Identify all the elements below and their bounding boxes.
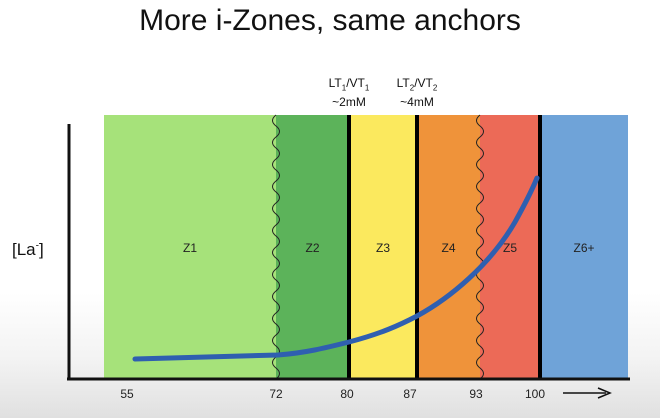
zone-label: Z4 <box>441 241 455 255</box>
lactate-curve <box>132 175 540 362</box>
zone-band-1 <box>104 115 276 378</box>
x-tick-label: 55 <box>120 387 134 401</box>
anchor-lt2-sub2: 2 <box>432 83 438 93</box>
anchor-lt2-part1: LT <box>396 76 410 90</box>
anchor-lt1-vt1: LT1/VT1 ~2mM <box>318 76 380 109</box>
x-tick-labels: 55 72 80 87 93 100 <box>120 387 545 401</box>
anchor-lt2-sub1: 2 <box>409 83 415 93</box>
anchor-lt1-sub2: 1 <box>364 83 370 93</box>
anchor-lines <box>347 115 542 378</box>
x-tick-label: 72 <box>269 387 283 401</box>
x-tick-label: 87 <box>403 387 417 401</box>
zone-label: Z1 <box>183 241 197 255</box>
anchor-lt2-value: ~4mM <box>400 95 434 110</box>
page-title: More i-Zones, same anchors <box>139 4 521 37</box>
zone-labels: Z1 Z2 Z3 Z4 Z5 Z6+ <box>183 241 595 255</box>
zone-label: Z5 <box>503 241 517 255</box>
zone-bands <box>104 115 628 378</box>
zone-band-5 <box>480 115 540 378</box>
x-tick-label: 93 <box>469 387 483 401</box>
anchor-lt1-part2: /VT <box>346 76 365 90</box>
anchor-lt1-name: LT1/VT1 <box>318 76 380 95</box>
zone-label: Z2 <box>305 241 319 255</box>
anchor-lt1-part1: LT <box>328 76 342 90</box>
y-axis-label-superscript: - <box>35 240 39 252</box>
zone-band-3 <box>349 115 417 378</box>
zone-band-6 <box>540 115 628 378</box>
y-axis-label-text: [La <box>12 240 36 259</box>
anchor-lt2-vt2: LT2/VT2 ~4mM <box>386 76 448 109</box>
x-tick-label: 80 <box>340 387 354 401</box>
fuzzy-boundaries <box>272 114 484 380</box>
x-tick-label: 100 <box>525 387 545 401</box>
anchor-lt1-sub1: 1 <box>341 83 347 93</box>
zone-label: Z3 <box>376 241 390 255</box>
anchor-lt1-value: ~2mM <box>332 95 366 110</box>
zone-label: Z6+ <box>573 241 594 255</box>
anchor-lt2-part2: /VT <box>414 76 433 90</box>
y-axis-label-close: ] <box>38 240 44 259</box>
y-axis-label: [La-] <box>12 240 44 260</box>
fuzzy-boundary-2 <box>476 114 484 380</box>
zone-band-2 <box>276 115 349 378</box>
x-arrow-head <box>597 387 612 399</box>
fuzzy-boundary-1 <box>272 114 280 380</box>
zone-band-4 <box>417 115 480 378</box>
anchor-lt2-name: LT2/VT2 <box>386 76 448 95</box>
